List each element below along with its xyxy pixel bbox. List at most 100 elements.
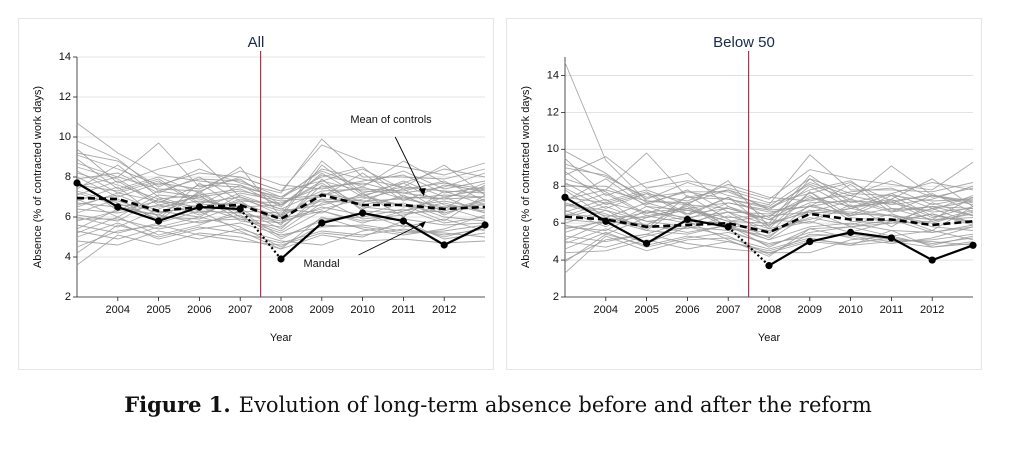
control-series-line: [564, 209, 974, 233]
mandal-point: [236, 205, 244, 213]
x-tick-label: 2006: [187, 304, 211, 316]
control-series-line: [564, 163, 974, 207]
control-series-line: [564, 231, 974, 250]
x-tick-label: 2007: [228, 304, 252, 316]
control-series-line: [76, 168, 486, 194]
annotation-mean-of-controls: Mean of controls: [350, 114, 432, 126]
mandal-point: [643, 239, 651, 248]
y-tick-label: 12: [59, 91, 71, 103]
y-tick-label: 14: [547, 69, 559, 81]
mandal-point: [195, 203, 203, 211]
control-series-line: [564, 150, 974, 209]
control-series-line: [564, 171, 974, 228]
figure-label: Figure 1.: [124, 392, 231, 417]
x-tick-label: 2011: [392, 304, 416, 316]
x-tick-label: 2009: [310, 304, 334, 316]
mandal-point: [765, 262, 773, 270]
control-series-line: [564, 235, 974, 274]
x-tick-label: 2005: [146, 304, 170, 316]
control-series-line: [76, 220, 486, 248]
control-series-line: [76, 158, 486, 218]
x-tick-label: 2008: [757, 304, 781, 316]
control-series-line: [564, 233, 974, 263]
x-tick-label: 2008: [269, 304, 293, 316]
mandal-point: [561, 193, 569, 201]
control-series-line: [76, 172, 486, 204]
mandal-point: [683, 215, 691, 224]
mandal-point: [155, 217, 163, 225]
x-tick-label: 2011: [880, 304, 904, 316]
control-series-line: [76, 138, 486, 194]
control-series-line: [564, 154, 974, 206]
annotation-mandal: Mandal: [303, 258, 339, 270]
control-series-line: [76, 192, 486, 218]
y-tick-label: 2: [553, 291, 559, 303]
x-tick-label: 2004: [594, 304, 618, 316]
y-axis-title: Absence (% of contracted work days): [32, 86, 44, 268]
figure-caption: Figure 1. Evolution of long-term absence …: [0, 392, 996, 417]
mandal-point: [887, 234, 895, 242]
control-series-line: [76, 210, 486, 250]
control-series-line: [77, 210, 486, 234]
control-series-line: [564, 226, 974, 255]
chart-svg-all: 2 4 6 8 10 12 14 2004 2005 2006 2007 2008 2009 2010 20…: [32, 51, 489, 344]
chart-panel-below-50: Below 50 2 4 6 8 10 12 14 2004 2005 2006 2007 2008 2…: [506, 18, 982, 370]
mandal-point: [114, 203, 122, 211]
chart-svg-below-50: 2 4 6 8 10 12 14 2004 2005 2006 2007 2008 2009 2010 20…: [520, 51, 977, 344]
y-tick-label: 6: [553, 217, 559, 229]
mandal-line-post: [768, 231, 974, 267]
y-tick-label: 14: [59, 51, 71, 63]
x-tick-label: 2010: [350, 304, 374, 316]
mandal-line-reform-gap: [727, 226, 770, 267]
control-series-line: [564, 226, 974, 246]
annotation-arrowhead: [418, 221, 426, 228]
y-axis-title: Absence (% of contracted work days): [520, 86, 532, 268]
control-series-line: [76, 208, 486, 240]
mandal-point: [440, 241, 448, 249]
y-tick-label: 10: [547, 143, 559, 155]
control-series-line: [564, 193, 974, 217]
x-tick-label: 2012: [432, 304, 456, 316]
x-tick-label: 2009: [798, 304, 822, 316]
control-series-line: [564, 204, 974, 228]
mandal-point: [481, 221, 489, 229]
mandal-point: [277, 255, 285, 263]
control-series-line: [76, 180, 486, 206]
mandal-point: [399, 217, 407, 225]
mandal-line-post: [280, 211, 486, 260]
control-series-line: [76, 224, 486, 254]
y-tick-label: 10: [59, 131, 71, 143]
control-series-line: [76, 192, 486, 216]
y-tick-label: 2: [65, 291, 71, 303]
mean-of-controls-line: [564, 212, 974, 234]
x-tick-label: 2007: [716, 304, 740, 316]
chart-title: All: [247, 34, 265, 51]
annotation-arrow: [394, 136, 425, 196]
mandal-point: [928, 256, 936, 264]
x-tick-label: 2005: [634, 304, 658, 316]
y-tick-label: 4: [65, 251, 71, 263]
mandal-point: [318, 219, 326, 227]
chart-title: Below 50: [713, 34, 775, 51]
control-series-line: [76, 216, 486, 248]
x-tick-label: 2012: [920, 304, 944, 316]
control-series-line: [76, 182, 486, 218]
control-series-line: [76, 210, 486, 238]
mandal-point: [969, 241, 977, 249]
mean-of-controls-line: [76, 193, 486, 221]
mandal-line-reform-gap: [239, 208, 282, 260]
control-series-line: [565, 185, 974, 215]
y-tick-label: 6: [65, 211, 71, 223]
y-tick-label: 4: [553, 254, 559, 266]
y-tick-label: 12: [547, 106, 559, 118]
x-tick-label: 2006: [675, 304, 699, 316]
mandal-point: [73, 179, 81, 187]
mandal-point: [602, 217, 610, 225]
mandal-point: [806, 238, 814, 246]
x-axis-title: Year: [270, 332, 293, 344]
y-tick-label: 8: [553, 180, 559, 192]
chart-panel-all: All 2 4 6 8 10 12 14 2004 2005 2006 2007 2008 2009 20…: [18, 18, 494, 370]
x-tick-label: 2004: [106, 304, 130, 316]
x-tick-label: 2010: [838, 304, 862, 316]
control-series-line: [76, 122, 486, 200]
